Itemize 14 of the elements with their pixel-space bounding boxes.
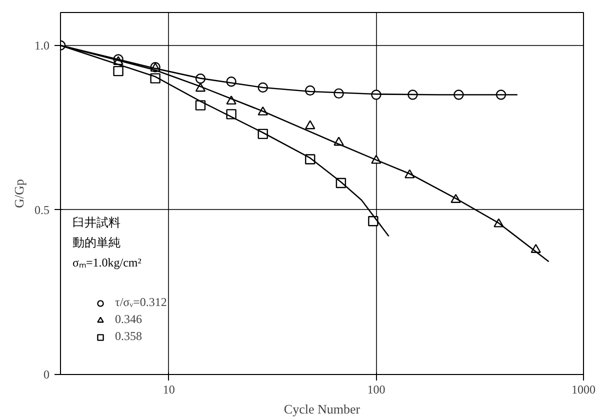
x-tick-label: 10 — [162, 382, 175, 396]
y-tick-label: 0.5 — [34, 202, 50, 217]
x-tick-label: 1000 — [572, 382, 596, 396]
annotation: 動的単純 — [72, 236, 120, 250]
x-tick-label: 100 — [367, 382, 386, 396]
legend-label: 0.346 — [115, 312, 142, 327]
annotation: 臼井試料 — [72, 216, 120, 230]
y-tick-label: 1.0 — [34, 38, 50, 52]
y-tick-label: 0 — [44, 368, 50, 382]
legend-label: 0.358 — [115, 329, 142, 344]
y-axis-title: G/Gp — [12, 179, 26, 208]
x-axis-title: Cycle Number — [284, 402, 361, 416]
annotation: σₘ=1.0kg/cm² — [72, 256, 142, 270]
legend-label: τ/σᵥ=0.312 — [115, 295, 167, 310]
